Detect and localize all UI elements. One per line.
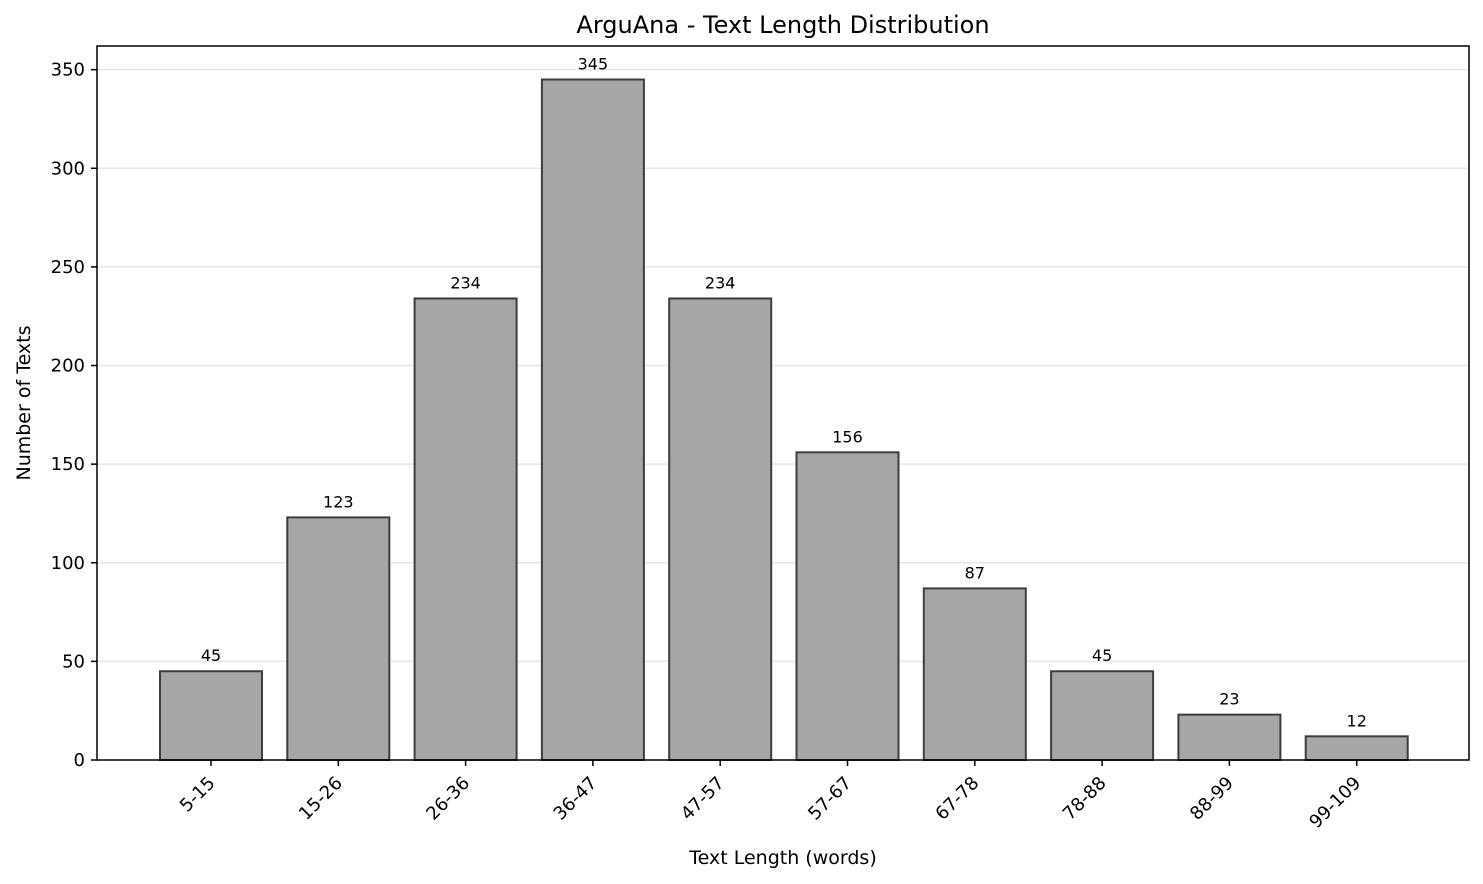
bar-value-label: 234 — [705, 273, 736, 292]
y-tick-label: 50 — [62, 651, 85, 672]
x-axis-label: Text Length (words) — [688, 847, 876, 869]
bar-47-57 — [668, 297, 773, 761]
y-tick-label: 250 — [51, 257, 85, 278]
bar-value-label: 45 — [1092, 646, 1112, 665]
bar-15-26 — [286, 516, 391, 761]
bar-57-67 — [795, 451, 900, 761]
x-tick-label: 5-15 — [176, 773, 220, 817]
x-tick-label: 88-99 — [1186, 773, 1238, 825]
x-tick-label: 47-57 — [677, 773, 729, 825]
data-labels: 45 123 234 345 234 156 87 45 23 12 — [201, 55, 1367, 731]
plot-frame — [96, 45, 1470, 761]
bar-99-109 — [1304, 735, 1409, 761]
chart-title: ArguAna - Text Length Distribution — [576, 11, 989, 39]
bar-value-label: 45 — [201, 646, 221, 665]
bar-67-78 — [922, 587, 1027, 761]
y-tick-label: 350 — [51, 60, 85, 81]
x-tick-label: 57-67 — [804, 773, 856, 825]
bar-value-label: 156 — [832, 427, 863, 446]
y-tick-label: 300 — [51, 158, 85, 179]
bar-value-label: 123 — [323, 492, 354, 511]
x-tick-label: 99-109 — [1305, 773, 1365, 833]
y-tick-label: 100 — [51, 553, 85, 574]
bar-26-36 — [413, 297, 518, 761]
y-tick-label: 150 — [51, 454, 85, 475]
bar-5-15 — [159, 670, 263, 762]
bar-88-99 — [1177, 713, 1282, 762]
x-tick-label: 15-26 — [295, 773, 347, 825]
bar-value-label: 345 — [578, 55, 609, 74]
x-tick-label: 67-78 — [931, 773, 983, 825]
x-axis-ticks: 5-15 15-26 26-36 36-47 47-57 57-67 67-78 78-88 8… — [176, 760, 1365, 833]
x-tick-label: 26-36 — [422, 773, 474, 825]
x-tick-label: 36-47 — [550, 773, 602, 825]
y-tick-label: 0 — [74, 750, 85, 771]
bar-value-label: 23 — [1219, 690, 1239, 709]
y-axis-ticks: 0 50 100 150 200 250 300 350 — [51, 60, 97, 771]
y-axis-label: Number of Texts — [13, 325, 35, 480]
bar-value-label: 12 — [1347, 711, 1367, 730]
bar-36-47 — [540, 78, 645, 761]
y-tick-label: 200 — [51, 356, 85, 377]
bar-value-label: 87 — [965, 563, 985, 582]
bars — [159, 78, 1409, 762]
bar-value-label: 234 — [450, 273, 481, 292]
bar-78-88 — [1050, 670, 1155, 762]
x-tick-label: 78-88 — [1059, 773, 1111, 825]
